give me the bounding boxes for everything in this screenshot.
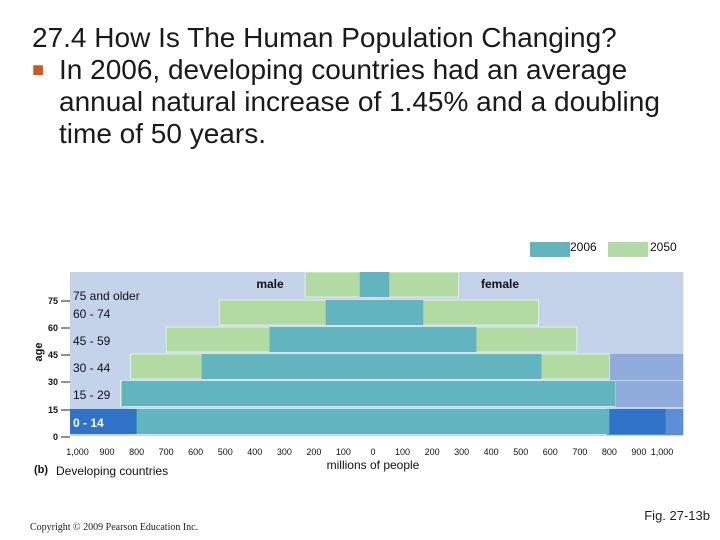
square-bullet-icon: ■ — [32, 59, 45, 81]
bar-2006-core-0 — [136, 409, 610, 434]
slide-bullet-line: ■ In 2006, developing countries had an av… — [32, 54, 692, 150]
panel-title: Developing countries — [56, 464, 168, 478]
legend-swatch-2050 — [608, 242, 648, 257]
legend-swatch-2006 — [530, 242, 570, 257]
x-tick-right-9: 1,000 — [651, 447, 674, 457]
legend-label-2006: 2006 — [570, 240, 597, 254]
x-tick-right-2: 300 — [454, 447, 469, 457]
y-tick-label-3: 30 — [48, 377, 58, 387]
slide-title: 27.4 How Is The Human Population Changin… — [32, 22, 617, 53]
legend-label-2050: 2050 — [650, 240, 677, 254]
copyright-notice: Copyright © 2009 Pearson Education Inc. — [30, 522, 199, 533]
bar-2006-female-1 — [373, 381, 616, 406]
chart-legend: 2006 2050 — [530, 240, 677, 257]
x-tick-right-5: 600 — [543, 447, 558, 457]
category-label-5: 75 and older — [73, 289, 140, 303]
x-tick-right-3: 400 — [484, 447, 499, 457]
x-tick-right-6: 700 — [572, 447, 587, 457]
y-tick-label-1: 60 — [48, 323, 58, 333]
x-tick-left-8: 200 — [306, 447, 321, 457]
y-axis-label: age — [33, 343, 45, 362]
x-tick-left-10: 0 — [370, 447, 375, 457]
x-tick-left-9: 100 — [336, 447, 351, 457]
y-tick-label-5: 0 — [53, 432, 58, 442]
bar-2006-female-3 — [373, 327, 477, 352]
category-label-0: 0 - 14 — [73, 416, 104, 430]
category-label-1: 15 - 29 — [73, 388, 111, 402]
x-tick-left-5: 500 — [218, 447, 233, 457]
x-tick-right-7: 800 — [602, 447, 617, 457]
x-tick-left-6: 400 — [247, 447, 262, 457]
x-tick-left-4: 600 — [188, 447, 203, 457]
bar-2006-female-2 — [373, 354, 542, 379]
bar-2006-male-5 — [359, 272, 373, 297]
y-tick-label-2: 45 — [48, 350, 58, 360]
slide-bullet-text: In 2006, developing countries had an ave… — [59, 54, 660, 149]
side-label-female: female — [481, 277, 519, 291]
category-label-3: 45 - 59 — [73, 334, 111, 348]
x-tick-left-1: 900 — [100, 447, 115, 457]
chart-axes: 75 60 45 30 15 0 age 1,000 900 800 700 600 500 400 300… — [33, 296, 673, 478]
x-tick-left-2: 800 — [129, 447, 144, 457]
x-tick-right-0: 100 — [395, 447, 410, 457]
bar-2006-male-2 — [201, 354, 373, 379]
x-tick-right-8: 900 — [631, 447, 646, 457]
age-band-right-1 — [615, 381, 684, 407]
x-tick-left-0: 1,000 — [66, 447, 89, 457]
x-tick-right-1: 200 — [425, 447, 440, 457]
bar-2006-male-1 — [121, 381, 373, 406]
chart-labels: 0 - 14 15 - 29 30 - 44 45 - 59 60 - 74 75 and… — [73, 277, 519, 430]
x-tick-left-3: 700 — [159, 447, 174, 457]
category-label-2: 30 - 44 — [73, 361, 111, 375]
x-tick-right-4: 500 — [513, 447, 528, 457]
y-tick-label-0: 75 — [48, 296, 58, 306]
slide-accent-bar — [0, 0, 20, 540]
x-tick-left-7: 300 — [277, 447, 292, 457]
panel-label: (b) — [34, 464, 48, 476]
bars-2006 — [70, 272, 666, 434]
slide-heading: 27.4 How Is The Human Population Changin… — [32, 22, 692, 150]
bar-2006-female-5 — [373, 272, 390, 297]
y-tick-label-4: 15 — [48, 405, 58, 415]
figure-reference: Fig. 27-13b — [644, 508, 710, 523]
age-band-right-2 — [609, 354, 684, 380]
x-axis-label: millions of people — [327, 458, 420, 472]
bar-2006-male-4 — [325, 300, 373, 325]
category-label-4: 60 - 74 — [73, 307, 111, 321]
bar-2006-male-3 — [269, 327, 373, 352]
side-label-male: male — [256, 277, 284, 291]
bar-2006-female-4 — [373, 300, 424, 325]
